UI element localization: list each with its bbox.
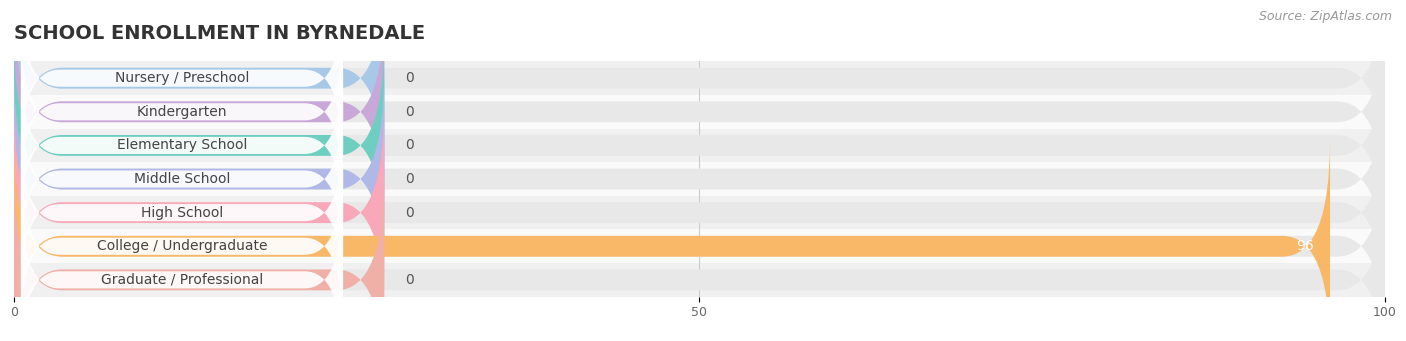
FancyBboxPatch shape [21,0,343,164]
FancyBboxPatch shape [14,139,1330,341]
FancyBboxPatch shape [21,26,343,197]
Bar [14,263,1385,297]
FancyBboxPatch shape [14,105,1385,320]
Text: 96: 96 [1296,239,1313,253]
FancyBboxPatch shape [14,38,384,253]
FancyBboxPatch shape [21,194,343,341]
Bar [14,229,1385,263]
Bar [14,162,1385,196]
FancyBboxPatch shape [14,139,1385,341]
FancyBboxPatch shape [14,72,1385,286]
FancyBboxPatch shape [14,0,1385,186]
Text: Middle School: Middle School [134,172,231,186]
Bar [14,61,1385,95]
Text: 0: 0 [405,71,413,85]
Text: High School: High School [141,206,224,220]
FancyBboxPatch shape [21,127,343,298]
FancyBboxPatch shape [14,0,384,186]
Text: College / Undergraduate: College / Undergraduate [97,239,267,253]
Bar [14,196,1385,229]
FancyBboxPatch shape [14,4,1385,219]
Text: Source: ZipAtlas.com: Source: ZipAtlas.com [1258,10,1392,23]
FancyBboxPatch shape [21,93,343,265]
FancyBboxPatch shape [14,38,1385,253]
Text: Graduate / Professional: Graduate / Professional [101,273,263,287]
Text: Elementary School: Elementary School [117,138,247,152]
Text: 0: 0 [405,206,413,220]
Bar [14,95,1385,129]
Text: 0: 0 [405,273,413,287]
FancyBboxPatch shape [21,60,343,231]
FancyBboxPatch shape [21,161,343,332]
FancyBboxPatch shape [14,72,384,286]
Text: Nursery / Preschool: Nursery / Preschool [115,71,249,85]
FancyBboxPatch shape [14,173,384,341]
FancyBboxPatch shape [14,173,1385,341]
Text: SCHOOL ENROLLMENT IN BYRNEDALE: SCHOOL ENROLLMENT IN BYRNEDALE [14,24,425,43]
FancyBboxPatch shape [14,105,384,320]
Text: 0: 0 [405,172,413,186]
FancyBboxPatch shape [14,4,384,219]
Bar [14,129,1385,162]
Text: 0: 0 [405,105,413,119]
Text: Kindergarten: Kindergarten [136,105,228,119]
Text: 0: 0 [405,138,413,152]
